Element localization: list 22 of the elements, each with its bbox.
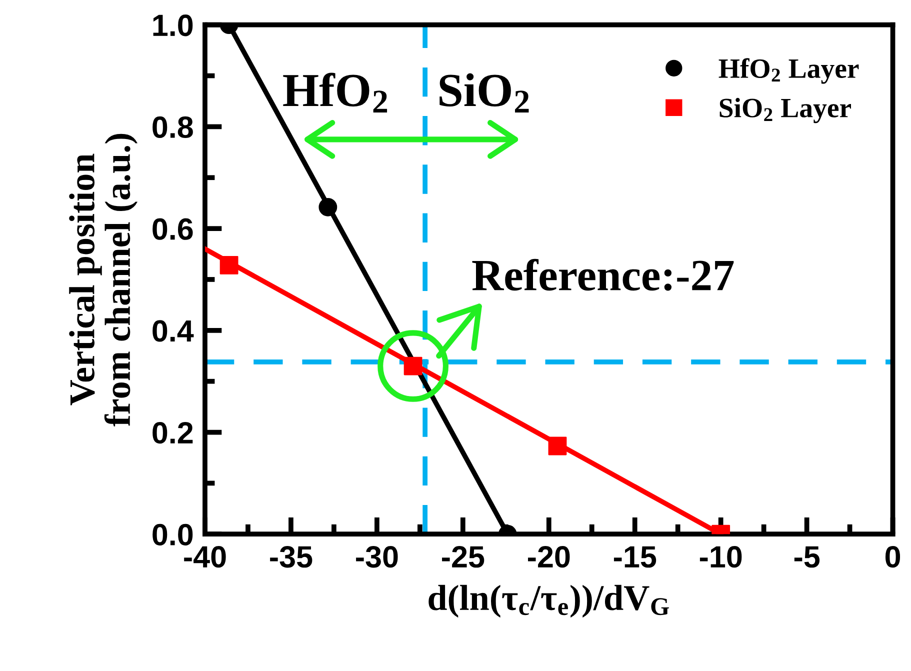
x-tick-label: 0	[885, 546, 900, 568]
y-axis-title: Vertical position from channel (a.u.)	[69, 134, 138, 426]
x-tick-label: -25	[442, 546, 484, 568]
legend-label: SiO$_{2}$ Layer	[720, 98, 851, 124]
x-tick-label: -35	[270, 546, 312, 568]
x-tick-label: -5	[794, 546, 820, 568]
y-tick-label: 0.0	[152, 524, 193, 546]
y-tick-label: 0.8	[152, 116, 193, 138]
y-tick-label: 0.2	[152, 422, 193, 444]
legend-label: HfO$_{2}$ Layer	[718, 58, 859, 84]
y-tick-label: 0.4	[152, 320, 194, 342]
annotation: HfO$_{2}$	[283, 72, 388, 113]
x-axis-title: d(ln(τ$_{c}$/τ$_{e}$))/dV$_{G}$	[428, 584, 669, 618]
annotation: SiO$_{2}$	[440, 73, 529, 113]
y-tick-label: 1.0	[153, 14, 193, 36]
x-tick-label: -15	[614, 546, 656, 568]
x-tick-label: -40	[184, 546, 226, 568]
y-tick-label: 0.6	[152, 218, 193, 240]
x-tick-label: -10	[700, 546, 742, 568]
x-tick-label: -30	[356, 546, 398, 568]
annotation: Reference:-27	[472, 258, 734, 291]
x-tick-label: -20	[528, 546, 570, 568]
